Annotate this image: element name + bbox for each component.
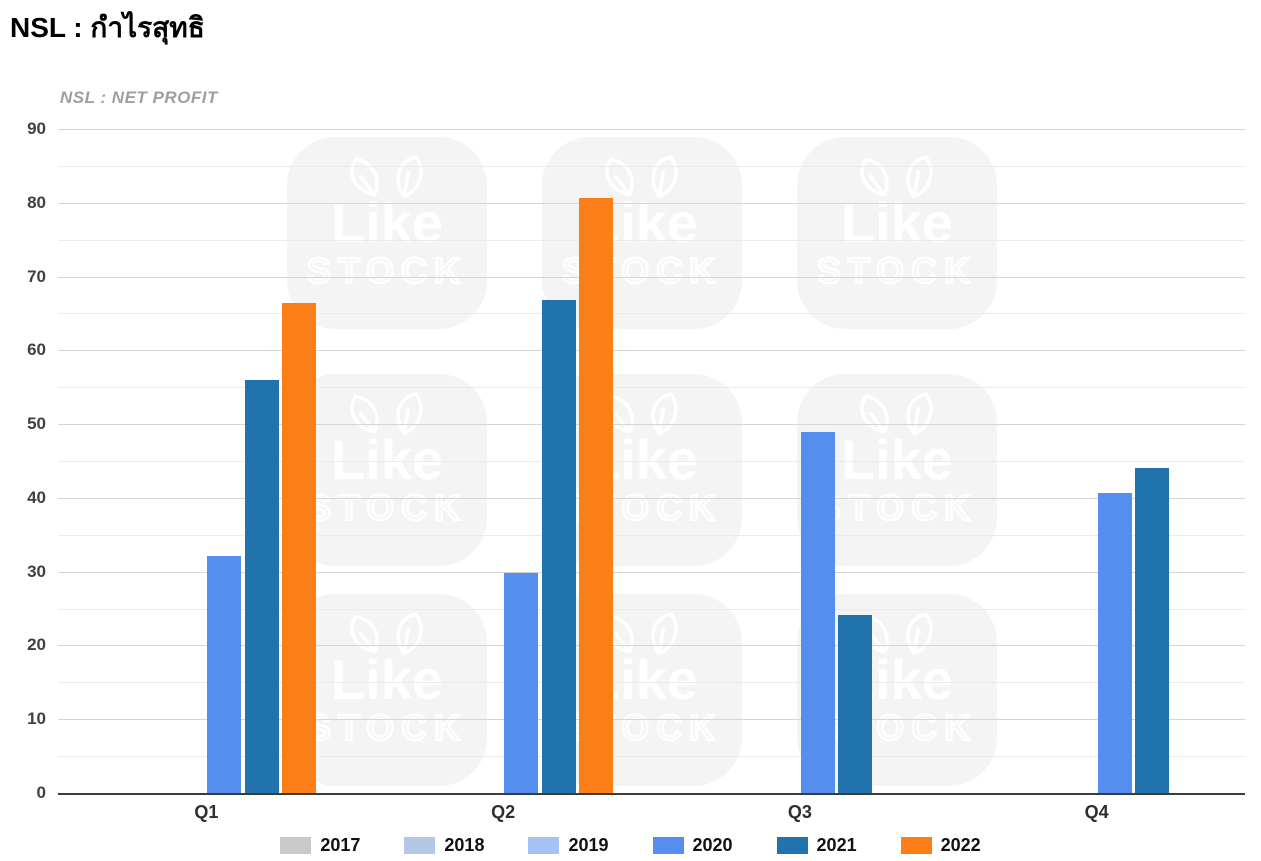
y-tick-label: 0 [36,783,46,802]
bar-2021-q3 [838,615,873,793]
y-tick-label: 90 [27,119,46,138]
bar-2021-q4 [1135,467,1170,793]
x-category-label: Q1 [194,802,219,822]
watermark-tile: Like STOCK [287,374,487,566]
gridline [58,202,1245,204]
legend-item-2019: 2019 [528,834,609,856]
y-tick-label: 80 [27,192,46,212]
bar-2020-q1 [207,556,242,793]
legend-item-2018: 2018 [404,835,484,856]
watermark-text-stock: STOCK [306,707,468,749]
y-tick-label: 40 [27,487,46,507]
leaf-icon [860,155,933,199]
bar-2022-q1 [282,303,317,793]
x-category-label: Q3 [787,802,812,822]
legend-label-2017: 2017 [320,834,361,855]
legend-item-2022: 2022 [900,834,981,856]
bar-2020-q3 [800,432,835,793]
leaf-icon [605,155,678,199]
legend-swatch-2021 [776,836,808,854]
watermark-text-stock: STOCK [816,250,978,292]
watermark-tile: Like STOCK [287,137,487,329]
watermark-tile: Like STOCK [287,594,487,786]
x-category-label: Q4 [1084,802,1109,822]
watermark-text-stock: STOCK [306,250,468,292]
gridline [58,682,1245,684]
y-tick-label: 30 [27,561,46,581]
chart-subtitle: NSL : NET PROFIT [60,88,218,107]
gridline [58,350,1245,352]
gridline [58,461,1245,462]
gridline [58,497,1245,499]
legend-label-2021: 2021 [816,834,857,855]
bar-2021-q1 [244,379,279,793]
watermark-text-like: Like [840,191,954,254]
legend-swatch-2022 [900,836,932,854]
legend-item-2020: 2020 [652,834,733,856]
y-tick-label: 70 [27,266,46,286]
gridline [58,571,1245,573]
gridline [58,129,1245,130]
gridline [58,239,1245,241]
y-tick-label: 20 [27,635,46,655]
watermark-text-like: Like [330,428,444,491]
bar-2020-q2 [504,573,539,793]
gridline [58,719,1245,721]
legend-label-2018: 2018 [444,834,485,855]
bar-2022-q2 [578,197,613,793]
watermark-text-stock: STOCK [816,487,978,529]
chart-legend: 2017 2018 2019 2020 2021 2022 [0,832,1261,858]
gridline [58,165,1245,167]
bar-2021-q2 [541,300,576,793]
x-axis-line [58,793,1245,795]
x-category-label: Q2 [491,802,516,822]
watermark-text-like: Like [330,191,444,254]
watermark-text-like: Like [330,648,444,711]
legend-label-2020: 2020 [692,834,733,855]
watermark-text-stock: STOCK [306,487,468,529]
legend-swatch-2020 [652,836,684,854]
legend-swatch-2019 [528,836,560,854]
legend-item-2017: 2017 [280,835,360,856]
bar-2020-q4 [1097,493,1132,793]
gridline [58,608,1245,610]
gridline [58,276,1245,278]
gridline [58,756,1245,758]
watermark-text-like: Like [840,428,954,491]
gridline [58,387,1245,389]
gridline [58,424,1245,426]
legend-label-2022: 2022 [940,834,981,855]
y-tick-label: 60 [27,340,46,360]
gridline [58,313,1245,315]
legend-swatch-2017 [280,836,312,854]
leaf-icon [350,155,423,199]
y-tick-label: 50 [27,414,46,434]
legend-swatch-2018 [404,836,436,854]
watermark-tile: Like STOCK [542,137,742,329]
watermark-tile: Like STOCK [797,137,997,329]
gridline [58,645,1245,647]
gridline [58,534,1245,536]
y-tick-label: 10 [27,709,46,729]
legend-item-2021: 2021 [776,834,857,856]
page-title: NSL : กำไรสุทธิ [10,12,205,43]
legend-label-2019: 2019 [568,834,609,855]
